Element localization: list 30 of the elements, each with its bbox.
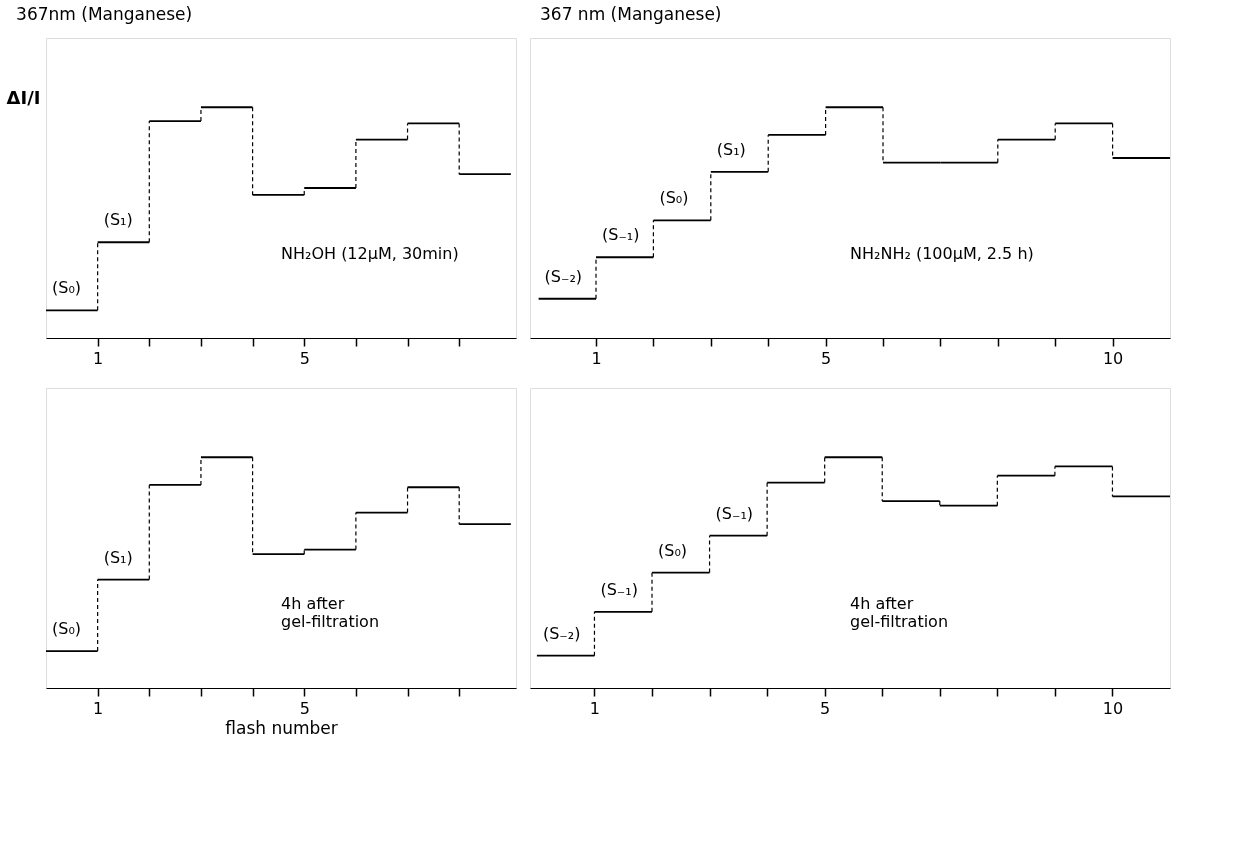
- x-tick-label: 1: [589, 698, 601, 718]
- x-tick-label: 1: [93, 698, 104, 718]
- x-tick-label: 5: [299, 348, 310, 368]
- x-tick-label: 10: [1102, 348, 1124, 368]
- annotation: (S₋₁): [602, 225, 640, 245]
- annotation: (S₁): [103, 547, 133, 567]
- x-tick-label: 1: [591, 348, 602, 368]
- x-tick-label: 1: [93, 348, 104, 368]
- x-tick-label: 10: [1102, 698, 1124, 718]
- annotation: (S₁): [103, 210, 133, 230]
- y-axis-title: ΔI/I: [6, 86, 41, 108]
- annotation: 4h after gel-filtration: [850, 594, 949, 631]
- annotation: (S₀): [52, 278, 82, 298]
- x-tick-label: 5: [299, 698, 310, 718]
- chart-title: 367 nm (Manganese): [540, 4, 722, 24]
- annotation: (S₋₁): [715, 503, 754, 523]
- chart-title: 367nm (Manganese): [16, 4, 193, 24]
- x-axis-title: flash number: [225, 717, 338, 738]
- x-tick-label: 5: [820, 698, 831, 718]
- annotation: 4h after gel-filtration: [281, 594, 380, 631]
- annotation: (S₀): [52, 619, 82, 639]
- annotation: (S₀): [658, 540, 688, 560]
- annotation: (S₋₂): [542, 623, 581, 643]
- annotation: NH₂OH (12µM, 30min): [281, 244, 459, 263]
- annotation: NH₂NH₂ (100µM, 2.5 h): [850, 244, 1034, 263]
- annotation: (S₁): [716, 139, 746, 159]
- x-tick-label: 5: [821, 348, 832, 368]
- annotation: (S₋₁): [600, 579, 638, 599]
- annotation: (S₀): [659, 188, 689, 208]
- annotation: (S₋₂): [544, 266, 583, 286]
